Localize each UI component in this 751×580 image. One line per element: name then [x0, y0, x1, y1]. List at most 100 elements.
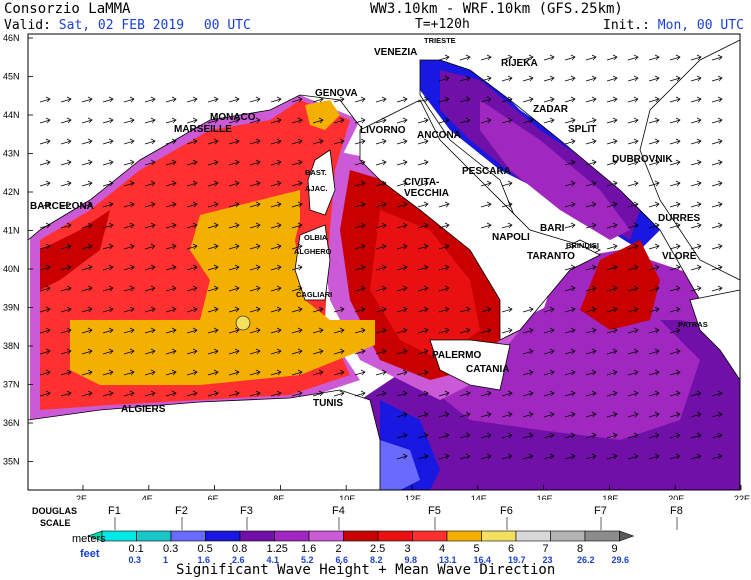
- wave-arrow-head: [108, 180, 114, 187]
- wave-arrow-head: [66, 117, 72, 124]
- wave-arrow-head: [465, 306, 471, 313]
- colorbar-swatch: [274, 530, 310, 542]
- wave-arrow-head: [696, 390, 702, 397]
- wave-arrow: [249, 329, 261, 334]
- wave-arrow: [375, 119, 387, 124]
- wave-arrow: [711, 140, 723, 145]
- wave-arrow: [480, 119, 492, 124]
- wave-arrow-head: [591, 96, 597, 103]
- wave-arrow: [585, 413, 597, 418]
- wave-arrow: [627, 413, 639, 418]
- wave-arrow: [564, 77, 576, 82]
- colorbar-swatch: [515, 530, 551, 542]
- wave-arrow: [669, 329, 681, 334]
- wave-arrow: [39, 224, 51, 229]
- wave-arrow-head: [150, 390, 156, 397]
- wave-arrow: [585, 203, 597, 208]
- wave-arrow-head: [381, 348, 387, 355]
- city-labels: TRIESTE VENEZIA RIJEKA GENOVA MONACOMARSEILL…: [30, 36, 708, 415]
- wave-arrow-head: [696, 96, 702, 103]
- wave-arrow: [606, 371, 618, 376]
- feet-value: 9.8: [405, 555, 418, 565]
- wave-arrow-head: [633, 390, 639, 397]
- colorbar-swatch: [481, 530, 517, 542]
- wave-arrow-head: [318, 138, 324, 145]
- wave-arrow-head: [465, 432, 471, 439]
- wave-arrow-head: [360, 348, 366, 355]
- wave-arrow-head: [717, 75, 723, 82]
- wave-arrow: [459, 434, 471, 439]
- wave-arrow: [543, 434, 555, 439]
- douglas-value: F7: [594, 505, 607, 517]
- wave-arrow-head: [444, 96, 450, 103]
- wave-arrow-head: [570, 264, 576, 271]
- land-corsica: [307, 149, 336, 216]
- wave-arrow-head: [696, 180, 702, 187]
- wave-arrow: [186, 140, 198, 145]
- city-label: PATRAS: [678, 320, 708, 329]
- wave-arrow: [144, 245, 156, 250]
- wave-arrow: [396, 308, 408, 313]
- feet-value: 8.2: [370, 555, 383, 565]
- wave-arrow-head: [234, 306, 240, 313]
- wave-arrow: [270, 350, 282, 355]
- wave-arrow: [564, 98, 576, 103]
- lat-tick-label: 36N: [3, 418, 20, 428]
- wave-arrow: [480, 56, 492, 61]
- wave-arrow: [228, 392, 240, 397]
- wave-arrow: [249, 245, 261, 250]
- wave-arrow: [606, 56, 618, 61]
- wave-arrow: [669, 371, 681, 376]
- wave-arrow: [186, 224, 198, 229]
- wave-arrow-head: [318, 348, 324, 355]
- wave-arrow: [690, 455, 702, 460]
- wave-arrow-head: [66, 180, 72, 187]
- wave-arrow-head: [108, 306, 114, 313]
- wave-arrow: [627, 77, 639, 82]
- wave-arrow-head: [276, 306, 282, 313]
- wave-arrow-head: [381, 117, 387, 124]
- wave-arrow: [417, 392, 429, 397]
- wave-arrow-head: [423, 222, 429, 229]
- wave-arrow: [228, 203, 240, 208]
- valid-label: Valid:: [4, 18, 51, 33]
- wave-arrow-head: [696, 285, 702, 292]
- wave-arrow: [501, 77, 513, 82]
- wave-arrow: [627, 140, 639, 145]
- wave-arrow-head: [360, 243, 366, 250]
- wave-arrow-head: [591, 369, 597, 376]
- wave-arrow: [375, 350, 387, 355]
- wave-arrow: [186, 245, 198, 250]
- lon-tick-label: 6E: [208, 494, 219, 500]
- colorbar-swatch: [205, 530, 241, 542]
- wave-arrow: [522, 350, 534, 355]
- wave-arrow-head: [171, 285, 177, 292]
- wave-arrow-head: [339, 369, 345, 376]
- sea-west-dark-red: [40, 210, 110, 290]
- wave-arrow-head: [108, 138, 114, 145]
- sea-zone-lightblue-south: [380, 440, 420, 490]
- wave-arrow: [648, 308, 660, 313]
- wave-arrow: [522, 413, 534, 418]
- wave-arrow-head: [276, 180, 282, 187]
- wave-arrow: [648, 392, 660, 397]
- wave-arrow-head: [696, 138, 702, 145]
- wave-arrow-head: [402, 285, 408, 292]
- wave-arrow-head: [507, 453, 513, 460]
- wave-map: 46N 45N 44N 43N 42N 41N 40N 39N 38N 37N 36N 35N 2E 4…: [3, 33, 750, 500]
- wave-arrow-head: [129, 306, 135, 313]
- valid-line: Valid: Sat, 02 FEB 2019 00 UTC: [4, 18, 251, 33]
- wave-arrow-head: [276, 243, 282, 250]
- wave-arrow: [606, 203, 618, 208]
- wave-arrow: [354, 371, 366, 376]
- wave-arrow-head: [297, 180, 303, 187]
- wave-arrow-head: [108, 369, 114, 376]
- wave-arrow: [627, 287, 639, 292]
- wave-arrow-head: [507, 117, 513, 124]
- wave-arrow-head: [255, 159, 261, 166]
- wave-arrow-head: [87, 222, 93, 229]
- wave-arrow-head: [465, 453, 471, 460]
- wave-arrow: [711, 245, 723, 250]
- lon-tick-label: 14E: [471, 494, 487, 500]
- feet-value: 1.6: [198, 555, 211, 565]
